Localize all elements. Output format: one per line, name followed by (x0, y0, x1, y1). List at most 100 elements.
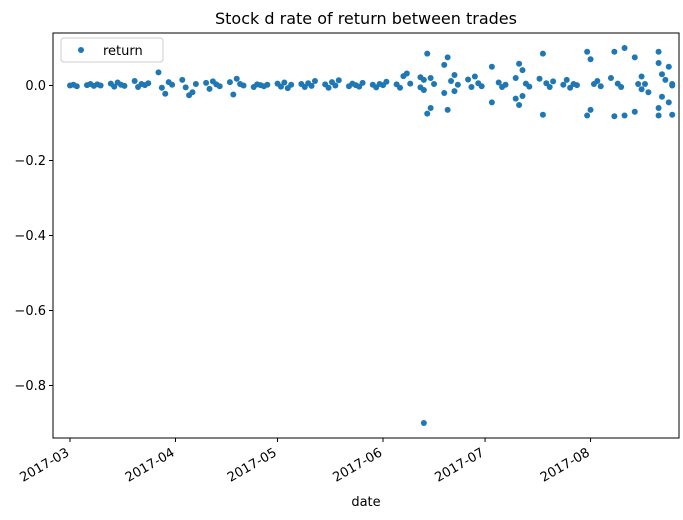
data-point (444, 106, 451, 113)
data-point (631, 54, 638, 61)
data-point (121, 82, 128, 89)
data-point (488, 99, 495, 106)
data-point (427, 105, 434, 111)
data-point (516, 60, 523, 67)
data-point (407, 80, 414, 87)
data-point (451, 88, 458, 95)
y-tick-label: −0.6 (14, 304, 46, 319)
data-point (189, 89, 196, 96)
data-point (669, 82, 676, 89)
y-tick-label: −0.8 (14, 379, 46, 394)
data-point (359, 79, 366, 86)
data-point (597, 83, 604, 90)
data-point (638, 86, 645, 93)
data-point (655, 48, 662, 55)
data-point (563, 76, 570, 83)
data-point (131, 78, 138, 84)
data-point (495, 79, 502, 86)
data-point (420, 76, 427, 83)
data-point (155, 69, 162, 76)
legend-label: return (103, 44, 143, 59)
data-point (638, 73, 645, 80)
data-point (424, 50, 431, 57)
data-point (539, 50, 546, 57)
data-point (669, 111, 676, 118)
data-point (635, 81, 642, 87)
data-point (444, 54, 451, 61)
data-point (73, 83, 80, 90)
data-point (611, 48, 618, 55)
y-tick-label: −0.4 (14, 229, 46, 244)
data-point (111, 83, 118, 90)
data-point (383, 78, 390, 85)
data-point (662, 76, 669, 83)
data-point (311, 78, 318, 84)
data-point (584, 112, 591, 119)
plot-area (67, 45, 676, 426)
data-point (665, 99, 672, 106)
x-axis-label: date (351, 495, 380, 510)
data-point (233, 75, 240, 82)
data-point (658, 71, 665, 78)
data-point (519, 93, 526, 99)
data-point (526, 83, 533, 90)
data-point (587, 106, 594, 113)
data-point (607, 75, 614, 81)
data-point (516, 102, 523, 108)
data-point (226, 79, 233, 86)
data-point (560, 81, 567, 88)
data-point (618, 84, 625, 90)
data-point (397, 84, 404, 91)
data-point (206, 85, 213, 92)
data-point (465, 76, 472, 83)
data-point (288, 81, 295, 88)
data-point (519, 67, 526, 74)
data-point (621, 112, 628, 119)
legend-marker (78, 47, 84, 53)
data-point (281, 79, 288, 86)
data-point (448, 78, 455, 84)
data-point (665, 63, 672, 70)
data-point (631, 108, 638, 115)
y-tick-label: 0.0 (25, 79, 46, 94)
data-point (240, 82, 247, 89)
data-point (546, 84, 553, 90)
data-point (158, 84, 165, 91)
data-point (325, 84, 332, 91)
data-point (441, 61, 448, 68)
data-point (424, 110, 431, 117)
data-point (192, 81, 199, 87)
data-point (478, 83, 485, 90)
data-point (162, 90, 169, 97)
data-point (230, 91, 237, 98)
data-point (441, 90, 448, 96)
data-point (641, 81, 648, 87)
data-point (584, 48, 591, 55)
data-point (216, 83, 223, 90)
data-point (655, 60, 662, 66)
data-point (431, 81, 438, 87)
data-point (264, 81, 271, 88)
legend: return (60, 37, 164, 63)
data-point (97, 82, 104, 89)
data-point (512, 75, 519, 81)
data-point (277, 83, 284, 90)
data-point (332, 82, 339, 89)
data-point (427, 75, 434, 81)
data-point (512, 95, 519, 102)
data-point (420, 87, 427, 93)
data-point (471, 73, 478, 80)
data-point (611, 113, 618, 120)
data-point (536, 75, 543, 82)
data-point (169, 81, 176, 88)
data-point (451, 72, 458, 78)
data-point (488, 63, 495, 70)
data-point (573, 82, 580, 89)
y-axis: 0.0 −0.2 −0.4 −0.6 −0.8 (14, 79, 53, 394)
data-point (594, 78, 601, 84)
data-point (182, 84, 189, 91)
data-point (308, 82, 315, 89)
data-point (403, 70, 410, 77)
